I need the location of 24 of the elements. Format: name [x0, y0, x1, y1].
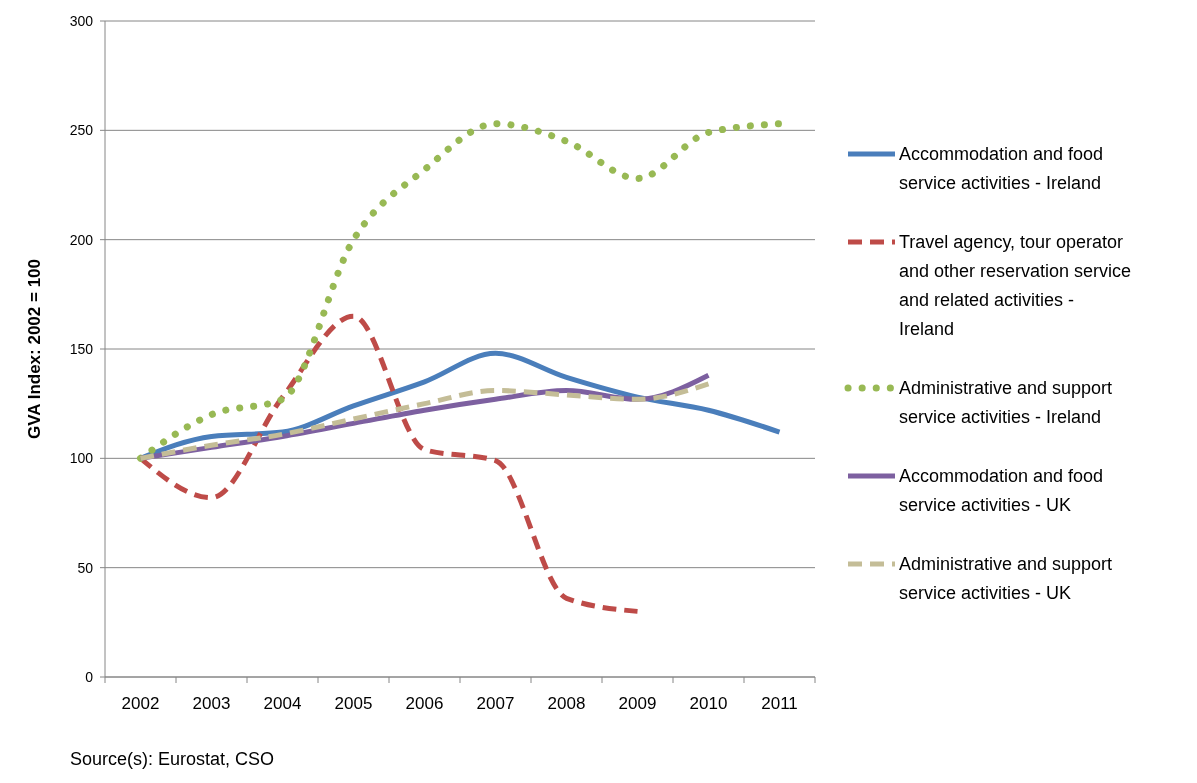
y-tick-label: 300 [69, 12, 94, 29]
legend-label: Administrative and support service activities - Ireland [899, 378, 1113, 427]
y-tick-label: 250 [69, 122, 94, 139]
x-tick-label: 2009 [618, 694, 657, 713]
y-axis-title: GVA Index: 2002 = 100 [25, 258, 44, 440]
x-tick-label: 2010 [689, 694, 728, 713]
legend-label: Administrative and support service activities - UK [899, 554, 1113, 603]
x-tick-label: 2007 [476, 694, 515, 713]
y-tick-label: 0 [85, 668, 94, 685]
x-tick-label: 2006 [405, 694, 444, 713]
x-tick-label: 2004 [263, 694, 302, 713]
y-tick-label: 200 [69, 231, 94, 248]
x-tick-label: 2011 [761, 694, 798, 713]
legend-label: Accommodation and food service activities - UK [899, 466, 1104, 515]
y-tick-label: 50 [77, 559, 94, 576]
y-tick-label: 100 [69, 450, 94, 467]
x-tick-label: 2005 [334, 694, 373, 713]
legend-label: Accommodation and food service activities - Ireland [899, 144, 1104, 193]
x-tick-label: 2002 [121, 694, 160, 713]
x-tick-label: 2003 [192, 694, 231, 713]
legend-label: Travel agency, tour operator and other reservation service and related activities - Ireland [899, 232, 1132, 339]
y-tick-label: 150 [69, 340, 94, 357]
source-note: Source(s): Eurostat, CSO [70, 749, 275, 769]
x-tick-label: 2008 [547, 694, 586, 713]
